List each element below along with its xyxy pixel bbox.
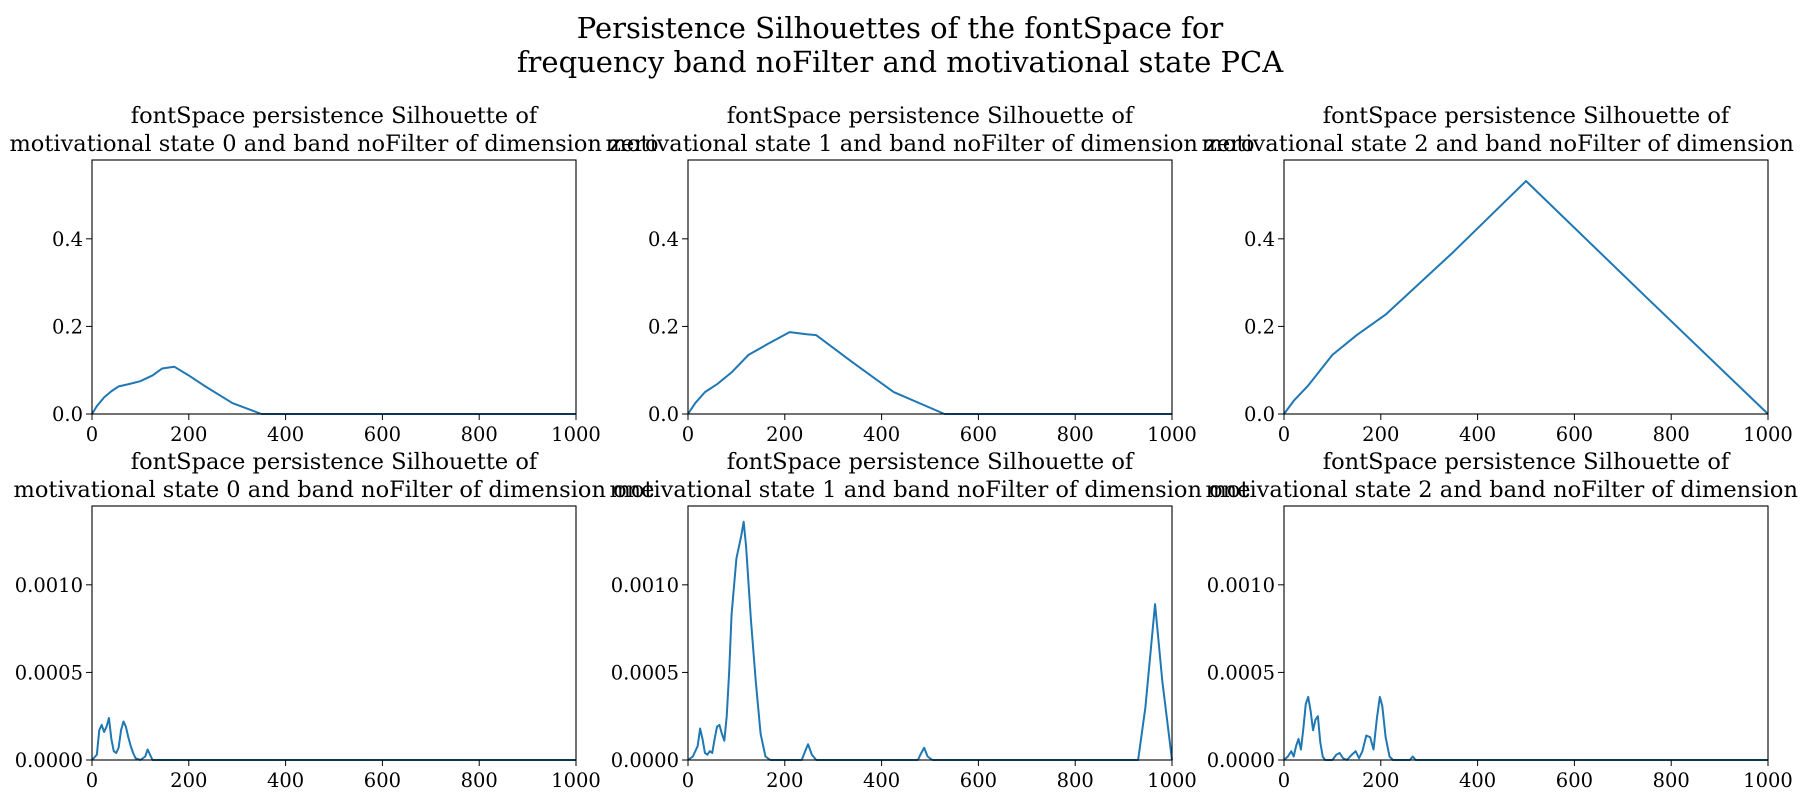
x-tick-label: 800 [1653, 423, 1690, 446]
x-tick-label: 800 [1057, 769, 1094, 792]
series-line [1283, 180, 1769, 415]
x-tick-label: 200 [766, 423, 803, 446]
axes-frame [1283, 159, 1769, 415]
series-line [91, 716, 576, 761]
y-tick-label: 0.0000 [1207, 749, 1275, 772]
x-tick-label: 1000 [1147, 769, 1197, 792]
x-tick-label: 400 [1459, 423, 1496, 446]
x-tick-label: 1000 [1743, 423, 1793, 446]
y-tick-label: 0.0010 [611, 574, 679, 597]
x-tick-label: 600 [1556, 769, 1593, 792]
series-line [91, 365, 576, 415]
y-tick-label: 0.4 [52, 228, 83, 251]
subplot-6: fontSpace persistence Silhouette ofmotiv… [1206, 449, 1800, 792]
subplot-title-line2: motivational state 1 and band noFilter o… [610, 477, 1251, 503]
axes-frame [687, 505, 1173, 761]
x-tick-label: 200 [1362, 769, 1399, 792]
y-tick-label: 0.0000 [15, 749, 83, 772]
y-tick-label: 0.0010 [15, 574, 83, 597]
subplot-title-line1: fontSpace persistence Silhouette of [1323, 103, 1731, 129]
y-tick-label: 0.2 [1244, 315, 1275, 338]
series-line [1283, 695, 1768, 761]
x-tick-label: 200 [1362, 423, 1399, 446]
y-tick-label: 0.0005 [15, 661, 83, 684]
x-tick-label: 400 [1459, 769, 1496, 792]
x-tick-label: 1000 [551, 769, 601, 792]
subplot-4: fontSpace persistence Silhouette ofmotiv… [14, 449, 655, 792]
x-tick-label: 600 [1556, 423, 1593, 446]
x-tick-label: 800 [1057, 423, 1094, 446]
x-tick-label: 0 [86, 769, 98, 792]
subplot-title-line2: motivational state 2 and band noFilter o… [1201, 131, 1800, 157]
subplot-grid: fontSpace persistence Silhouette ofmotiv… [9, 103, 1800, 792]
x-tick-label: 400 [863, 423, 900, 446]
x-tick-label: 800 [461, 423, 498, 446]
subplot-5: fontSpace persistence Silhouette ofmotiv… [610, 449, 1251, 792]
y-tick-label: 0.0 [1244, 403, 1275, 426]
x-tick-label: 200 [170, 769, 207, 792]
y-tick-label: 0.0000 [611, 749, 679, 772]
subplot-1: fontSpace persistence Silhouette ofmotiv… [9, 103, 658, 446]
y-tick-label: 0.4 [648, 228, 679, 251]
subplot-2: fontSpace persistence Silhouette ofmotiv… [605, 103, 1254, 446]
subplot-title-line1: fontSpace persistence Silhouette of [131, 449, 539, 475]
figure-title-line1: Persistence Silhouettes of the fontSpace… [577, 11, 1224, 45]
x-tick-label: 0 [682, 769, 694, 792]
axes-frame [1283, 505, 1769, 761]
y-tick-label: 0.0 [648, 403, 679, 426]
subplot-3: fontSpace persistence Silhouette ofmotiv… [1201, 103, 1800, 446]
axes-frame [687, 159, 1173, 415]
subplot-title-line1: fontSpace persistence Silhouette of [131, 103, 539, 129]
subplot-title-line2: motivational state 1 and band noFilter o… [605, 131, 1254, 157]
x-tick-label: 400 [863, 769, 900, 792]
x-tick-label: 400 [267, 769, 304, 792]
y-tick-label: 0.4 [1244, 228, 1275, 251]
x-tick-label: 1000 [551, 423, 601, 446]
series-line [687, 331, 1172, 415]
y-tick-label: 0.0005 [611, 661, 679, 684]
subplot-title-line2: motivational state 0 and band noFilter o… [9, 131, 658, 157]
y-tick-label: 0.0005 [1207, 661, 1275, 684]
axes-frame [91, 159, 577, 415]
axes-frame [91, 505, 577, 761]
x-tick-label: 0 [682, 423, 694, 446]
x-tick-label: 200 [766, 769, 803, 792]
series-line [687, 520, 1173, 761]
subplot-title-line2: motivational state 2 and band noFilter o… [1206, 477, 1800, 503]
x-tick-label: 0 [86, 423, 98, 446]
y-tick-label: 0.0 [52, 403, 83, 426]
x-tick-label: 800 [1653, 769, 1690, 792]
x-tick-label: 600 [960, 423, 997, 446]
y-tick-label: 0.0010 [1207, 574, 1275, 597]
x-tick-label: 0 [1278, 769, 1290, 792]
x-tick-label: 800 [461, 769, 498, 792]
x-tick-label: 600 [960, 769, 997, 792]
figure-title-line2: frequency band noFilter and motivational… [517, 45, 1284, 79]
x-tick-label: 200 [170, 423, 207, 446]
x-tick-label: 1000 [1743, 769, 1793, 792]
y-tick-label: 0.2 [648, 315, 679, 338]
x-tick-label: 600 [364, 423, 401, 446]
subplot-title-line1: fontSpace persistence Silhouette of [727, 449, 1135, 475]
x-tick-label: 1000 [1147, 423, 1197, 446]
x-tick-label: 0 [1278, 423, 1290, 446]
x-tick-label: 400 [267, 423, 304, 446]
subplot-title-line1: fontSpace persistence Silhouette of [1323, 449, 1731, 475]
subplot-title-line2: motivational state 0 and band noFilter o… [14, 477, 655, 503]
y-tick-label: 0.2 [52, 315, 83, 338]
x-tick-label: 600 [364, 769, 401, 792]
subplot-title-line1: fontSpace persistence Silhouette of [727, 103, 1135, 129]
